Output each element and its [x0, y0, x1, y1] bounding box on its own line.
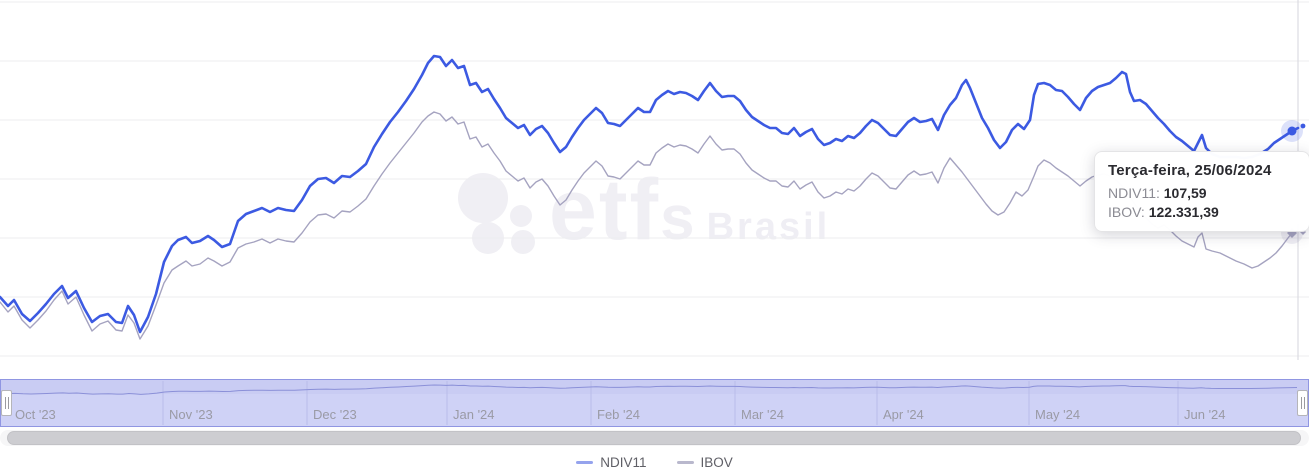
ndiv11-hover-marker	[1287, 126, 1297, 136]
tooltip-rows: NDIV11: 107,59 IBOV: 122.331,39	[1108, 184, 1296, 222]
legend: NDIV11 IBOV	[0, 451, 1309, 473]
legend-label: IBOV	[700, 454, 733, 470]
legend-marker-icon	[576, 460, 594, 464]
navigator-canvas	[1, 381, 1298, 425]
tooltip-row: NDIV11: 107,59	[1108, 185, 1207, 201]
scrollbar-thumb[interactable]	[7, 431, 1301, 445]
legend-item-ndiv11[interactable]: NDIV11	[576, 454, 647, 470]
navigator-range-selector[interactable]: Oct '23 Nov '23 Dec '23 Jan '24 Feb '24 Mar '…	[0, 379, 1309, 427]
ndiv11-line	[0, 54, 1300, 334]
tooltip-row: IBOV: 122.331,39	[1108, 204, 1219, 220]
tooltip-date: Terça-feira, 25/06/2024	[1108, 162, 1272, 179]
navigator-right-handle[interactable]	[1297, 390, 1308, 416]
navigator-left-handle[interactable]	[1, 390, 12, 416]
tooltip: Terça-feira, 25/06/2024 NDIV11: 107,59 IB…	[1094, 151, 1309, 232]
legend-label: NDIV11	[600, 454, 647, 470]
ndiv11-trail-dot	[1300, 123, 1306, 129]
navigator-series-line	[1, 384, 1298, 395]
main-plot[interactable]	[0, 0, 1309, 360]
legend-item-ibov[interactable]: IBOV	[676, 454, 733, 470]
legend-marker-icon	[676, 460, 694, 464]
